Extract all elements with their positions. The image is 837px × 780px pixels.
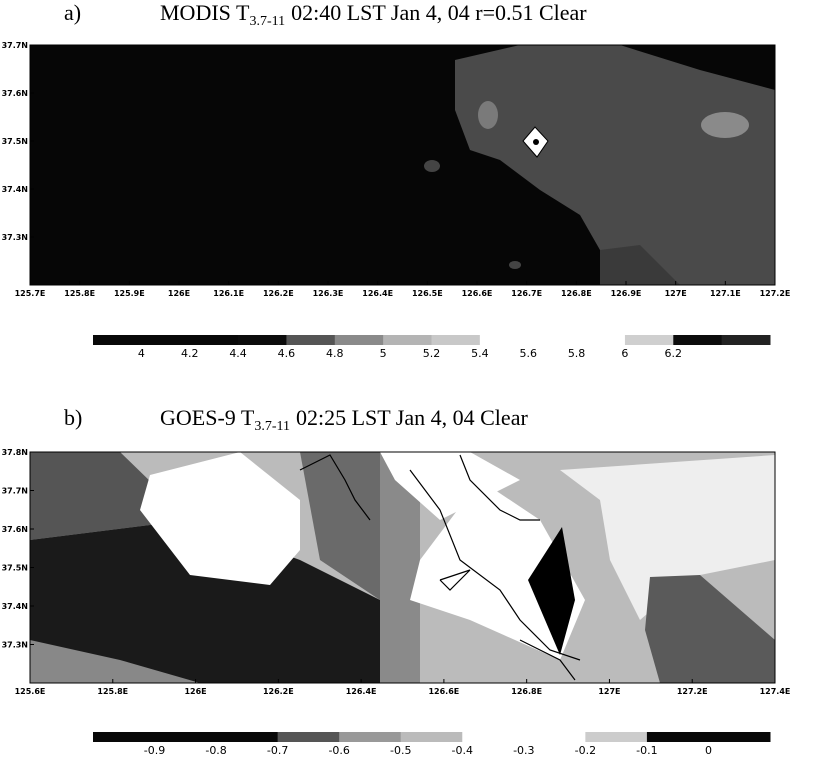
- colorbar-swatch: [524, 732, 586, 742]
- colorbar-label: 6.2: [665, 347, 683, 360]
- y-tick-label: 37.6N: [2, 89, 28, 98]
- colorbar-swatch: [238, 335, 287, 345]
- colorbar-swatch: [93, 335, 142, 345]
- colorbar-label: 4.4: [229, 347, 247, 360]
- x-tick-label: 125.6E: [15, 687, 46, 696]
- colorbar-swatch: [401, 732, 463, 742]
- colorbar-label: 5.2: [423, 347, 441, 360]
- colorbar-label: 6: [621, 347, 628, 360]
- title-suffix: 02:40 LST Jan 4, 04 r=0.51 Clear: [291, 0, 587, 25]
- y-tick-label: 37.5N: [2, 137, 28, 146]
- x-tick-label: 126.5E: [412, 289, 443, 298]
- colorbar-label: -0.1: [636, 744, 657, 757]
- colorbar-label: 5.6: [519, 347, 537, 360]
- x-tick-label: 126.4E: [346, 687, 377, 696]
- colorbar-swatch: [190, 335, 239, 345]
- x-tick-label: 127E: [665, 289, 687, 298]
- colorbar-label: -0.6: [328, 744, 349, 757]
- colorbar-label: -0.9: [144, 744, 165, 757]
- colorbar-label: 4.8: [326, 347, 344, 360]
- colorbar-swatch: [462, 732, 524, 742]
- title-subscript: 3.7-11: [254, 419, 290, 434]
- colorbar-label: -0.8: [205, 744, 226, 757]
- x-tick-label: 125.9E: [114, 289, 145, 298]
- y-tick-label: 37.7N: [2, 41, 28, 50]
- colorbar-label: 5.4: [471, 347, 489, 360]
- colorbar-swatch: [93, 732, 155, 742]
- field-a: [30, 45, 775, 285]
- y-tick-label: 37.5N: [2, 564, 28, 573]
- title-suffix: 02:25 LST Jan 4, 04 Clear: [296, 405, 528, 430]
- x-tick-label: 126.6E: [428, 687, 459, 696]
- colorbar-label: 5: [380, 347, 387, 360]
- colorbar-swatch: [216, 732, 278, 742]
- colorbar-label: -0.7: [267, 744, 288, 757]
- x-tick-label: 126.8E: [561, 289, 592, 298]
- colorbar-swatch: [577, 335, 626, 345]
- colorbar-label: 4.2: [181, 347, 199, 360]
- x-tick-label: 127.1E: [710, 289, 741, 298]
- colorbar-swatch: [335, 335, 384, 345]
- x-tick-label: 125.8E: [64, 289, 95, 298]
- figure: a)MODIS T3.7-1102:40 LST Jan 4, 04 r=0.5…: [0, 0, 837, 780]
- colorbar-swatch: [585, 732, 647, 742]
- chart-title: a) MODIS T3.7-11 02:40 LST Jan 4, 04 r=0.5…: [64, 0, 587, 29]
- colorbar-label: 4.6: [278, 347, 296, 360]
- colorbar-swatch: [278, 732, 340, 742]
- colorbar-label: -0.2: [575, 744, 596, 757]
- x-tick-label: 127.2E: [677, 687, 708, 696]
- panel-label: b): [64, 405, 82, 430]
- title-subscript: 3.7-11: [249, 14, 285, 29]
- x-tick-label: 127.2E: [760, 289, 791, 298]
- field-b: [30, 452, 775, 683]
- colorbar-swatch: [708, 732, 770, 742]
- x-tick-label: 126.2E: [263, 687, 294, 696]
- x-tick-label: 126.4E: [362, 289, 393, 298]
- y-tick-label: 37.6N: [2, 525, 28, 534]
- panel-label: a): [64, 0, 81, 25]
- x-tick-label: 126.2E: [263, 289, 294, 298]
- x-tick-label: 126.6E: [462, 289, 493, 298]
- x-tick-label: 127E: [598, 687, 620, 696]
- colorbar-swatch: [141, 335, 190, 345]
- colorbar-swatch: [383, 335, 432, 345]
- colorbar-label: -0.3: [513, 744, 534, 757]
- x-tick-label: 125.8E: [97, 687, 128, 696]
- x-tick-label: 126.7E: [511, 289, 542, 298]
- y-tick-label: 37.3N: [2, 233, 28, 242]
- title-prefix: GOES-9 T: [160, 405, 255, 430]
- y-tick-label: 37.3N: [2, 641, 28, 650]
- y-tick-label: 37.4N: [2, 185, 28, 194]
- colorbar-label: 4: [138, 347, 145, 360]
- colorbar-swatch: [432, 335, 481, 345]
- colorbar-swatch: [528, 335, 577, 345]
- y-tick-label: 37.8N: [2, 448, 28, 457]
- colorbar-swatch: [722, 335, 771, 345]
- colorbar-swatch: [339, 732, 401, 742]
- colorbar-swatch: [155, 732, 217, 742]
- x-tick-label: 126E: [184, 687, 206, 696]
- colorbar-swatch: [286, 335, 335, 345]
- y-tick-label: 37.7N: [2, 487, 28, 496]
- x-tick-label: 126.8E: [511, 687, 542, 696]
- x-tick-label: 126.1E: [213, 289, 244, 298]
- colorbar-swatch: [673, 335, 722, 345]
- x-tick-label: 126.3E: [313, 289, 344, 298]
- x-tick-label: 127.4E: [760, 687, 791, 696]
- title-prefix: MODIS T: [160, 0, 250, 25]
- colorbar-label: 5.8: [568, 347, 586, 360]
- colorbar-swatch: [647, 732, 709, 742]
- colorbar-label: -0.4: [452, 744, 473, 757]
- y-tick-label: 37.4N: [2, 602, 28, 611]
- x-tick-label: 126.9E: [611, 289, 642, 298]
- colorbar-swatch: [625, 335, 674, 345]
- colorbar-label: 0: [705, 744, 712, 757]
- colorbar-label: -0.5: [390, 744, 411, 757]
- colorbar-swatch: [480, 335, 529, 345]
- x-tick-label: 125.7E: [15, 289, 46, 298]
- x-tick-label: 126E: [168, 289, 190, 298]
- chart-title: b) GOES-9 T3.7-11 02:25 LST Jan 4, 04 Clea…: [64, 405, 528, 434]
